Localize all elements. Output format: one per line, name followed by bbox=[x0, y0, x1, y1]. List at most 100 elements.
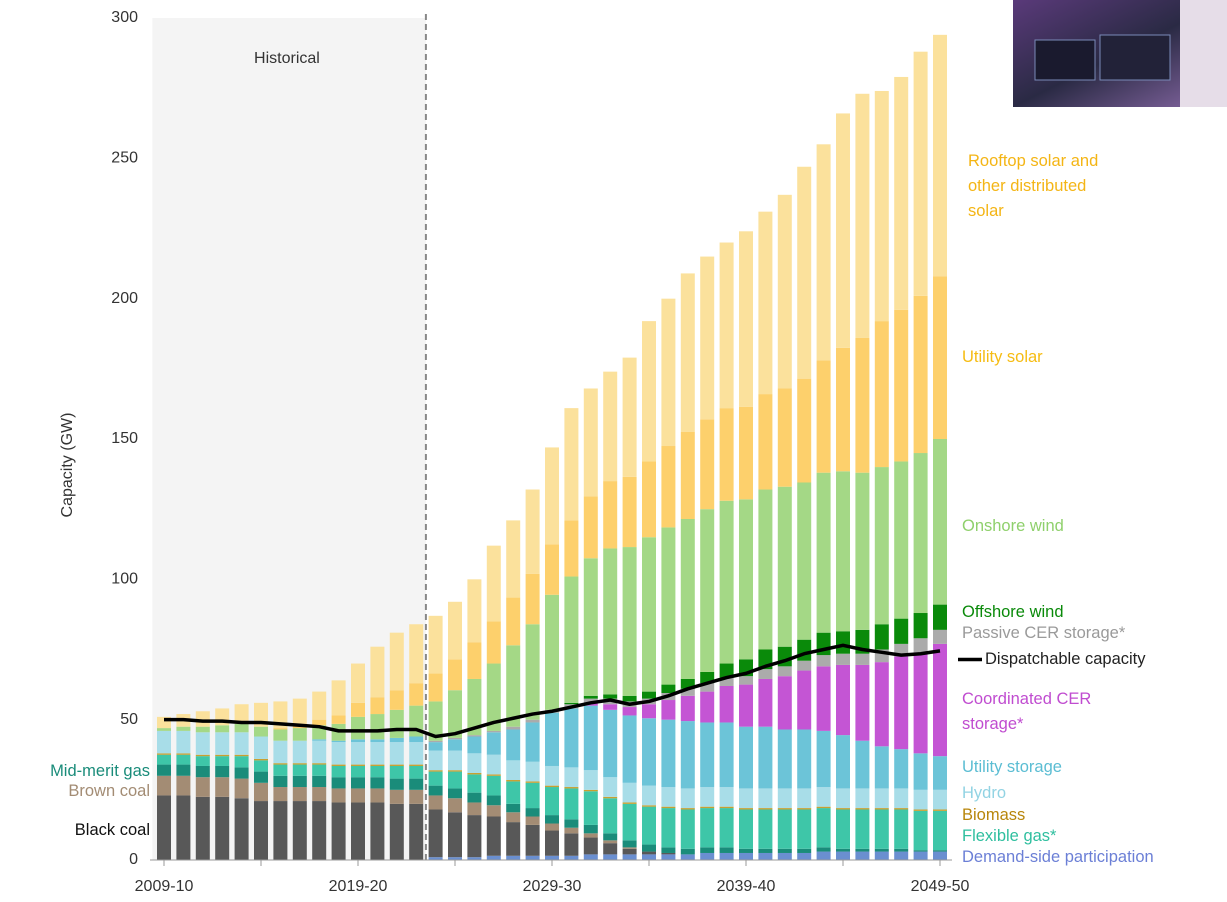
bar-segment bbox=[564, 767, 579, 788]
bar-segment bbox=[816, 360, 831, 473]
bar-segment bbox=[797, 788, 812, 809]
bar-segment bbox=[874, 624, 889, 650]
bar-segment bbox=[215, 732, 230, 755]
bar-segment bbox=[836, 631, 850, 654]
bar-segment bbox=[661, 527, 676, 685]
bar-segment bbox=[428, 857, 443, 860]
bar-segment bbox=[448, 770, 462, 772]
bar-segment bbox=[448, 788, 462, 799]
bar-segment bbox=[215, 725, 230, 733]
bar-segment bbox=[389, 778, 404, 790]
bar-segment bbox=[564, 787, 579, 789]
bar-segment bbox=[758, 809, 773, 849]
bar-segment bbox=[758, 394, 773, 490]
bar-segment bbox=[816, 655, 831, 667]
bar-segment bbox=[622, 357, 637, 477]
bar-segment bbox=[351, 764, 365, 766]
bar-segment bbox=[195, 756, 210, 766]
bar-segment bbox=[467, 736, 482, 754]
bar-segment bbox=[797, 482, 812, 640]
bar-segment bbox=[933, 604, 947, 630]
bar-segment bbox=[525, 573, 540, 625]
bar-segment bbox=[176, 730, 191, 754]
photo-screen bbox=[1034, 39, 1096, 81]
bar-segment bbox=[428, 615, 443, 674]
bar-segment bbox=[583, 833, 598, 838]
bar-segment bbox=[486, 732, 501, 755]
bar-segment bbox=[331, 715, 346, 724]
bar-segment bbox=[603, 709, 618, 778]
bar-segment bbox=[700, 509, 715, 672]
bar-segment bbox=[680, 721, 695, 789]
bar-segment bbox=[448, 737, 462, 740]
bar-segment bbox=[642, 704, 656, 719]
bar-segment bbox=[777, 852, 792, 860]
bar-segment bbox=[292, 763, 307, 765]
bar-segment bbox=[777, 486, 792, 647]
bar-segment bbox=[583, 824, 598, 834]
bar-segment bbox=[506, 781, 521, 804]
bar-segment bbox=[680, 854, 695, 860]
bar-segment bbox=[195, 777, 210, 797]
bar-segment bbox=[603, 840, 618, 844]
bar-segment bbox=[933, 643, 947, 757]
bar-segment bbox=[351, 777, 365, 789]
bar-segment bbox=[913, 638, 928, 653]
bar-segment bbox=[409, 624, 424, 684]
bar-segment bbox=[739, 684, 753, 727]
bar-segment bbox=[797, 660, 812, 671]
bar-segment bbox=[409, 764, 424, 766]
bar-segment bbox=[351, 663, 365, 703]
bar-segment bbox=[486, 795, 501, 806]
bar-segment bbox=[506, 645, 521, 727]
bar-segment bbox=[525, 719, 540, 723]
bar-segment bbox=[157, 716, 171, 729]
bar-segment bbox=[874, 467, 889, 625]
bar-segment bbox=[622, 802, 637, 804]
bar-segment bbox=[215, 754, 230, 757]
bar-segment bbox=[409, 742, 424, 765]
bar-segment bbox=[836, 664, 850, 736]
bar-segment bbox=[273, 701, 288, 729]
bar-segment bbox=[622, 476, 637, 548]
bar-segment bbox=[874, 321, 889, 468]
bar-segment bbox=[583, 789, 598, 792]
bar-segment bbox=[700, 847, 715, 853]
bar-segment bbox=[157, 775, 171, 796]
bar-segment bbox=[525, 855, 540, 860]
bar-segment bbox=[680, 678, 695, 689]
bar-segment bbox=[719, 787, 734, 807]
bar-segment bbox=[506, 729, 521, 761]
bar-segment bbox=[836, 848, 850, 852]
photo-screen bbox=[1099, 34, 1171, 81]
y-tick-label: 150 bbox=[111, 430, 138, 447]
bar-segment bbox=[545, 765, 559, 786]
bar-segment bbox=[273, 728, 288, 730]
bar-segment bbox=[195, 732, 210, 755]
bar-segment bbox=[758, 808, 773, 810]
series-label: Offshore wind bbox=[962, 603, 1064, 621]
bar-segment bbox=[661, 684, 676, 694]
bar-segment bbox=[680, 809, 695, 849]
bar-segment bbox=[777, 809, 792, 849]
bar-segment bbox=[680, 273, 695, 432]
bar-segment bbox=[292, 775, 307, 788]
bar-segment bbox=[836, 851, 850, 860]
bar-segment bbox=[836, 653, 850, 665]
bar-segment bbox=[700, 852, 715, 860]
bar-segment bbox=[855, 788, 870, 809]
bar-segment bbox=[816, 787, 831, 807]
bar-segment bbox=[312, 801, 327, 860]
bar-segment bbox=[603, 854, 618, 860]
bar-segment bbox=[370, 739, 385, 743]
bar-segment bbox=[894, 76, 909, 310]
bar-segment bbox=[855, 808, 870, 810]
bar-segment bbox=[195, 796, 210, 860]
photo-person bbox=[1180, 0, 1227, 107]
bar-segment bbox=[545, 815, 559, 824]
bar-segment bbox=[486, 805, 501, 817]
bar-segment bbox=[254, 758, 268, 761]
series-label: Dispatchable capacity bbox=[985, 650, 1146, 668]
bar-segment bbox=[564, 788, 579, 820]
